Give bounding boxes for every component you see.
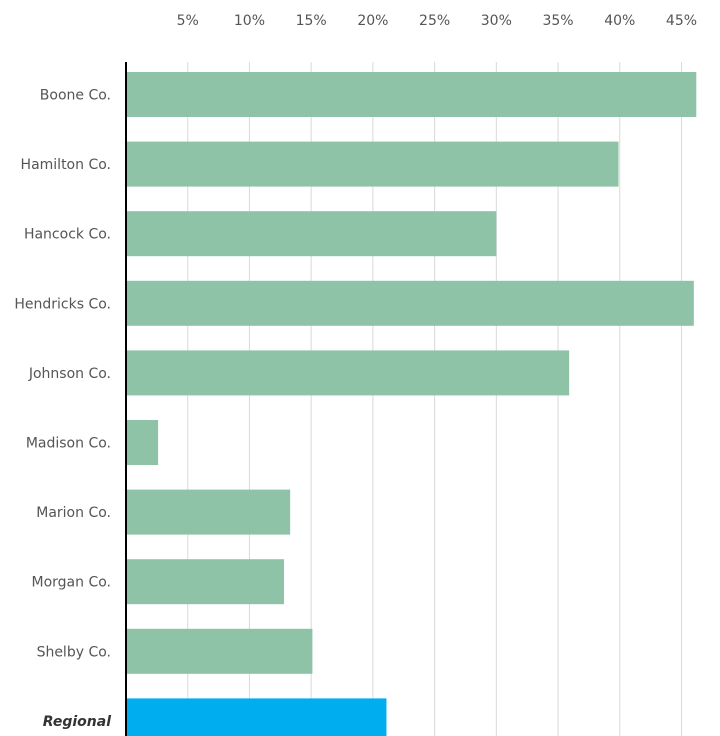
bar xyxy=(126,350,570,396)
bar xyxy=(126,141,619,187)
category-label: Madison Co. xyxy=(26,436,111,452)
bar xyxy=(126,698,387,736)
x-tick-label: 15% xyxy=(296,13,327,29)
x-tick-label: 10% xyxy=(234,13,265,29)
x-tick-label: 40% xyxy=(604,13,635,29)
x-axis-ticks: 5% 10% 15% 20% 25% 30% 35% 40% 45% xyxy=(177,13,697,29)
bar xyxy=(126,489,291,535)
x-tick-label: 5% xyxy=(177,13,199,29)
category-label: Shelby Co. xyxy=(37,644,111,660)
category-label: Hancock Co. xyxy=(24,227,111,243)
bar xyxy=(126,280,694,326)
x-tick-label: 35% xyxy=(542,13,573,29)
category-label: Hendricks Co. xyxy=(14,296,111,312)
bar xyxy=(126,559,285,605)
category-label: Marion Co. xyxy=(36,505,111,521)
bars xyxy=(126,72,697,736)
x-tick-label: 25% xyxy=(419,13,450,29)
bar xyxy=(126,72,697,117)
category-labels: Boone Co. Hamilton Co. Hancock Co. Hendrick… xyxy=(14,88,111,730)
category-label: Regional xyxy=(43,714,111,730)
category-label: Boone Co. xyxy=(40,88,111,104)
bar xyxy=(126,420,159,465)
category-label: Johnson Co. xyxy=(28,366,111,382)
bar xyxy=(126,211,497,257)
x-tick-label: 30% xyxy=(481,13,512,29)
category-label: Hamilton Co. xyxy=(21,157,111,173)
category-label: Morgan Co. xyxy=(32,575,112,591)
x-tick-label: 45% xyxy=(666,13,697,29)
bar xyxy=(126,628,313,674)
x-tick-label: 20% xyxy=(357,13,388,29)
